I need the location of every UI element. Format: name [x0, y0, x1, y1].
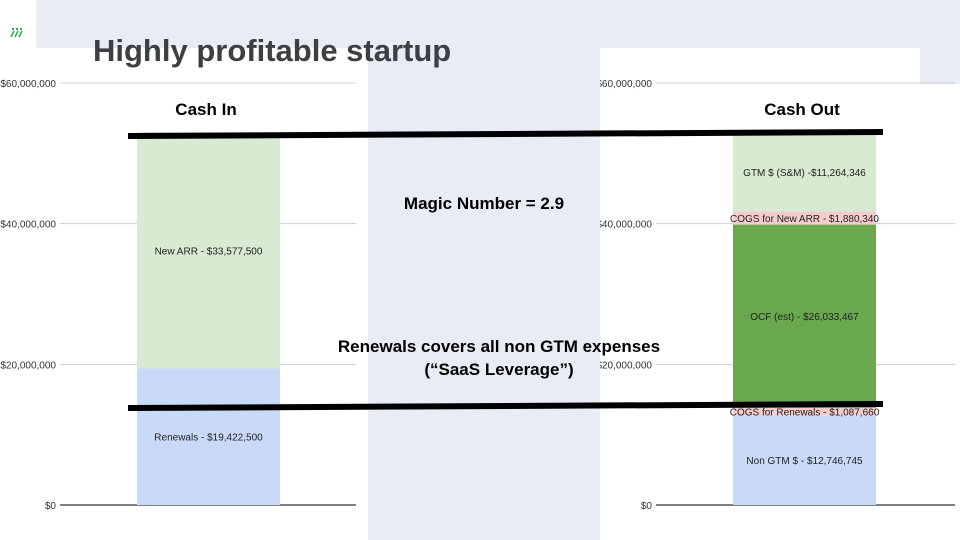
cash-out-data-label: COGS for New ARR - $1,880,340: [730, 214, 879, 225]
bottom-threshold-line: [127, 401, 884, 411]
cash-out-bar-segment: [733, 211, 876, 225]
cash-out-title: Cash Out: [764, 100, 840, 119]
cash-out-bar-segment: [733, 224, 876, 408]
cash-in-bar-segment: [137, 132, 280, 369]
renewals-note: Renewals covers all non GTM expenses (“S…: [318, 335, 680, 381]
cash-out-bar-segment: [733, 415, 876, 505]
cash-in-tick-label: $60,000,000: [0, 79, 56, 90]
renewals-note-line2: (“SaaS Leverage”): [424, 360, 574, 379]
cash-out-tick-label: $60,000,000: [600, 79, 652, 90]
cash-out-chart: $0 $20,000,000 $40,000,000 $60,000,000 Cash …: [600, 79, 955, 512]
header-band-corner: [920, 48, 960, 84]
cash-out-data-label: OCF (est) - $26,033,467: [750, 312, 859, 323]
cash-in-tick-label: $0: [45, 501, 57, 512]
cash-out-data-label: GTM $ (S&M) -$11,264,346: [743, 168, 866, 179]
magic-number-label: Magic Number = 2.9: [403, 194, 565, 213]
page-title: Highly profitable startup: [93, 33, 452, 68]
company-logo-icon: [10, 27, 23, 38]
cash-out-tick-label: $0: [641, 501, 653, 512]
cash-in-tick-label: $40,000,000: [0, 220, 56, 231]
top-threshold-line: [127, 129, 884, 139]
cash-out-data-label: COGS for Renewals - $1,087,660: [730, 408, 880, 419]
cash-out-tick-label: $20,000,000: [600, 360, 652, 371]
cash-in-tick-label: $20,000,000: [0, 360, 56, 371]
cash-out-tick-label: $40,000,000: [600, 220, 652, 231]
cash-in-data-label: New ARR - $33,577,500: [155, 246, 263, 257]
renewals-note-line1: Renewals covers all non GTM expenses: [337, 337, 661, 356]
cash-out-bar-segment: [733, 407, 876, 416]
cash-out-data-label: Non GTM $ - $12,746,745: [746, 456, 863, 467]
cash-in-bar-segment: [137, 368, 280, 505]
cash-out-bar-segment: [733, 132, 876, 212]
middle-band: [368, 48, 600, 540]
cash-in-title: Cash In: [175, 100, 236, 119]
cash-in-chart: $0 $20,000,000 $40,000,000 $60,000,000 Cash …: [0, 79, 356, 512]
header-band: [36, 0, 960, 48]
cash-in-data-label: Renewals - $19,422,500: [154, 433, 263, 444]
